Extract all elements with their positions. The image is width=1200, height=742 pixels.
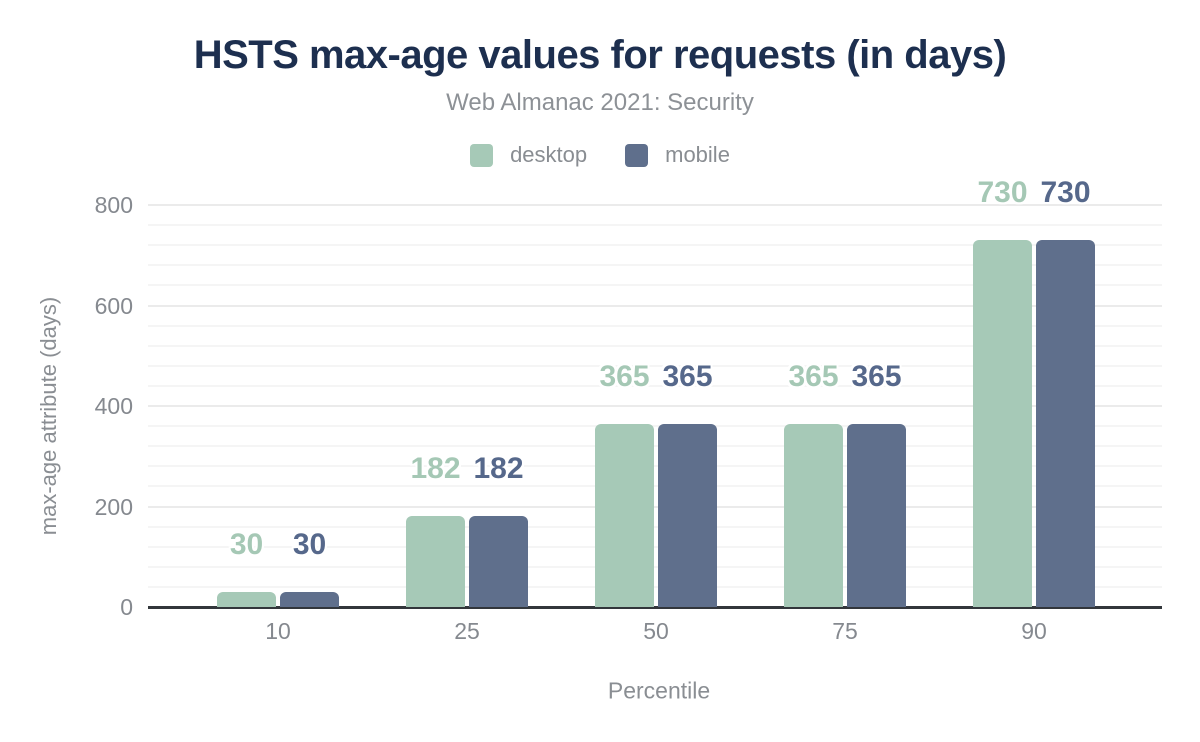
bar-value-label-mobile-p25: 182 <box>473 451 524 485</box>
y-tick-label: 600 <box>94 292 133 319</box>
bar-value-label-mobile-p50: 365 <box>662 359 713 393</box>
bar-mobile-p90[interactable] <box>1036 240 1095 607</box>
y-tick-label: 0 <box>120 594 133 620</box>
legend-item-mobile[interactable]: mobile <box>625 142 730 168</box>
bar-value-label-desktop-p25: 182 <box>410 451 461 485</box>
x-tick-label-75: 75 <box>832 618 858 644</box>
bar-mobile-p50[interactable] <box>658 423 717 607</box>
bar-value-label-mobile-p75: 365 <box>851 359 902 393</box>
bar-desktop-p25[interactable] <box>406 515 465 607</box>
minor-gridline <box>148 344 1162 347</box>
minor-gridline <box>148 324 1162 327</box>
major-gridline <box>148 204 1162 206</box>
major-gridline <box>148 304 1162 307</box>
chart-subtitle: Web Almanac 2021: Security <box>446 89 754 116</box>
minor-gridline <box>148 425 1162 428</box>
legend-swatch-mobile <box>625 143 649 167</box>
x-axis-title: Percentile <box>607 677 711 704</box>
minor-gridline <box>148 465 1162 468</box>
x-tick-label-90: 90 <box>1021 618 1047 644</box>
y-tick-label: 800 <box>94 192 133 218</box>
x-axis-line <box>148 606 1162 609</box>
legend-item-desktop[interactable]: desktop <box>470 142 587 168</box>
minor-gridline <box>148 485 1162 488</box>
minor-gridline <box>148 224 1162 227</box>
major-gridline <box>148 405 1162 407</box>
chart-legend: desktop mobile <box>0 142 1200 168</box>
bar-value-label-mobile-p90: 730 <box>1040 176 1091 210</box>
minor-gridline <box>148 244 1162 247</box>
bar-value-label-desktop-p50: 365 <box>599 359 650 393</box>
x-tick-label-25: 25 <box>454 618 480 644</box>
chart-title: HSTS max-age values for requests (in day… <box>193 33 1007 77</box>
minor-gridline <box>148 565 1162 568</box>
bar-mobile-p25[interactable] <box>469 515 528 607</box>
legend-label: mobile <box>665 142 730 167</box>
minor-gridline <box>148 585 1162 588</box>
bar-desktop-p50[interactable] <box>595 423 654 607</box>
bar-mobile-p10[interactable] <box>280 591 339 607</box>
minor-gridline <box>148 264 1162 267</box>
minor-gridline <box>148 284 1162 287</box>
bar-value-label-desktop-p75: 365 <box>788 359 839 393</box>
minor-gridline <box>148 364 1162 367</box>
minor-gridline <box>148 525 1162 528</box>
plot-area: 30 30 182 182 365 365 365 365 730 730 <box>148 176 1162 609</box>
bar-desktop-p10[interactable] <box>217 591 276 607</box>
minor-gridline <box>148 545 1162 548</box>
major-gridline <box>148 505 1162 508</box>
y-tick-label: 200 <box>94 493 133 520</box>
x-tick-label-50: 50 <box>643 618 669 644</box>
bar-desktop-p75[interactable] <box>784 423 843 607</box>
bar-desktop-p90[interactable] <box>973 240 1032 607</box>
y-tick-label: 400 <box>94 393 133 419</box>
minor-gridline <box>148 445 1162 448</box>
bar-value-label-desktop-p10: 30 <box>229 527 264 561</box>
legend-swatch-desktop <box>470 143 494 167</box>
bar-value-label-desktop-p90: 730 <box>977 176 1028 210</box>
legend-label: desktop <box>510 142 588 167</box>
bar-mobile-p75[interactable] <box>847 423 906 607</box>
minor-gridline <box>148 384 1162 387</box>
bar-value-label-mobile-p10: 30 <box>292 527 327 561</box>
x-tick-label-10: 10 <box>265 618 291 644</box>
